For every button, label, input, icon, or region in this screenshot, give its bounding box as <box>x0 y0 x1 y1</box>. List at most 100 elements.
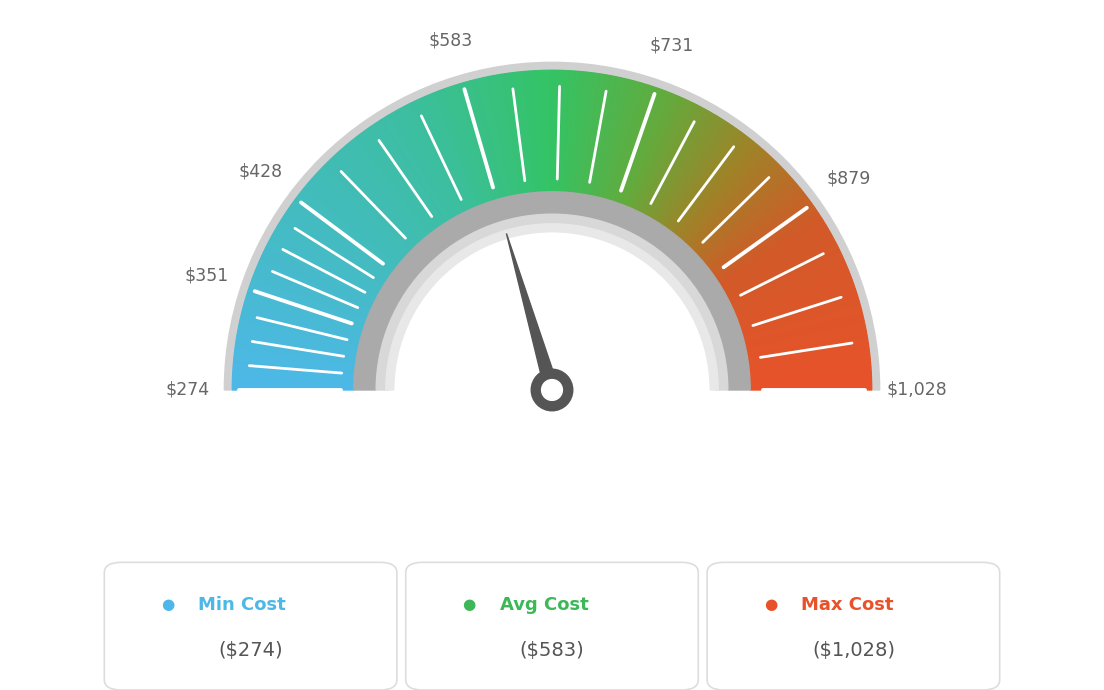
Wedge shape <box>611 84 648 201</box>
Wedge shape <box>499 75 521 195</box>
Wedge shape <box>664 126 734 227</box>
Wedge shape <box>537 70 544 192</box>
Wedge shape <box>691 162 778 250</box>
Wedge shape <box>416 99 469 210</box>
Wedge shape <box>456 84 493 201</box>
Wedge shape <box>749 348 869 365</box>
Wedge shape <box>376 214 728 390</box>
Wedge shape <box>680 146 760 239</box>
Wedge shape <box>307 182 401 262</box>
Wedge shape <box>270 236 379 296</box>
Wedge shape <box>299 192 396 268</box>
Wedge shape <box>224 62 880 390</box>
Wedge shape <box>522 72 535 193</box>
Wedge shape <box>240 320 359 348</box>
Wedge shape <box>329 159 415 248</box>
Wedge shape <box>745 320 864 348</box>
Circle shape <box>531 369 573 411</box>
Wedge shape <box>302 188 399 266</box>
Wedge shape <box>519 72 533 193</box>
Wedge shape <box>636 101 690 211</box>
Wedge shape <box>690 161 776 249</box>
Wedge shape <box>750 373 871 381</box>
Wedge shape <box>741 291 857 331</box>
Wedge shape <box>405 105 461 214</box>
Wedge shape <box>335 154 418 244</box>
Text: $274: $274 <box>166 381 210 399</box>
Wedge shape <box>552 70 554 192</box>
Wedge shape <box>274 230 381 292</box>
Wedge shape <box>248 286 364 327</box>
Wedge shape <box>703 182 797 262</box>
Wedge shape <box>255 270 369 317</box>
Wedge shape <box>723 230 830 292</box>
Wedge shape <box>735 270 849 317</box>
Wedge shape <box>233 380 354 385</box>
Wedge shape <box>278 223 383 288</box>
Wedge shape <box>574 72 590 193</box>
Wedge shape <box>665 127 735 228</box>
Wedge shape <box>724 232 831 293</box>
Wedge shape <box>236 337 357 359</box>
Wedge shape <box>454 85 492 201</box>
Wedge shape <box>530 71 540 193</box>
Wedge shape <box>347 144 426 238</box>
Wedge shape <box>252 279 367 323</box>
Wedge shape <box>732 256 843 308</box>
Wedge shape <box>566 71 577 193</box>
Wedge shape <box>259 259 371 310</box>
Wedge shape <box>248 289 364 328</box>
Wedge shape <box>243 306 361 339</box>
Wedge shape <box>744 313 863 344</box>
Wedge shape <box>546 70 551 192</box>
Wedge shape <box>681 147 762 240</box>
Wedge shape <box>594 77 622 197</box>
Wedge shape <box>298 194 395 270</box>
Wedge shape <box>352 139 429 235</box>
Wedge shape <box>638 102 692 212</box>
Wedge shape <box>263 252 373 306</box>
Wedge shape <box>725 234 832 295</box>
Wedge shape <box>751 388 872 390</box>
Wedge shape <box>470 80 502 199</box>
Wedge shape <box>750 365 871 376</box>
Wedge shape <box>242 310 360 342</box>
Wedge shape <box>619 89 662 204</box>
Wedge shape <box>477 79 507 197</box>
Wedge shape <box>607 83 644 200</box>
Wedge shape <box>743 306 861 339</box>
Wedge shape <box>569 72 582 193</box>
Wedge shape <box>696 169 785 255</box>
Text: ●: ● <box>764 598 777 612</box>
Wedge shape <box>678 144 757 238</box>
Wedge shape <box>711 200 810 273</box>
Wedge shape <box>670 133 744 232</box>
Wedge shape <box>645 108 703 215</box>
Wedge shape <box>693 166 782 252</box>
Wedge shape <box>583 75 605 195</box>
Wedge shape <box>460 83 497 200</box>
Wedge shape <box>241 315 359 345</box>
Wedge shape <box>747 337 868 359</box>
Wedge shape <box>233 367 354 377</box>
Wedge shape <box>746 328 866 353</box>
Wedge shape <box>608 83 646 201</box>
Wedge shape <box>741 294 858 332</box>
Wedge shape <box>238 328 358 353</box>
Wedge shape <box>344 146 424 239</box>
Wedge shape <box>673 137 750 235</box>
Wedge shape <box>737 279 852 323</box>
Wedge shape <box>750 370 871 379</box>
Wedge shape <box>362 131 435 230</box>
Wedge shape <box>553 70 558 192</box>
Wedge shape <box>669 131 742 230</box>
Wedge shape <box>634 99 686 210</box>
Wedge shape <box>233 373 354 381</box>
Wedge shape <box>414 101 468 211</box>
Wedge shape <box>254 273 368 319</box>
Wedge shape <box>595 78 624 197</box>
Wedge shape <box>672 136 747 233</box>
Wedge shape <box>743 303 860 337</box>
Wedge shape <box>603 81 636 199</box>
Wedge shape <box>651 114 714 219</box>
